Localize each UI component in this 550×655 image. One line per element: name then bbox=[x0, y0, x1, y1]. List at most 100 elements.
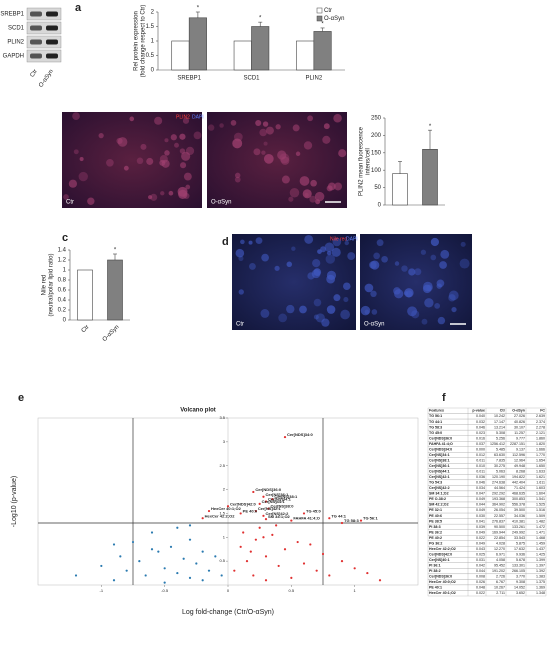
point bbox=[249, 550, 252, 553]
cell bbox=[179, 148, 186, 154]
table-cell: 0.037 bbox=[476, 442, 485, 446]
table-cell: 364.902 bbox=[492, 503, 505, 507]
y-tick-label: 0.8 bbox=[58, 278, 67, 284]
table-cell: 3.770 bbox=[516, 575, 525, 579]
point bbox=[283, 548, 287, 551]
x-tick-label: 0.5 bbox=[289, 588, 295, 593]
table-cell: 0.042 bbox=[476, 564, 485, 568]
point bbox=[271, 498, 274, 501]
protein-label: SREBP1 bbox=[0, 12, 24, 18]
cell bbox=[219, 123, 224, 128]
table-cell: 1.375 bbox=[536, 580, 545, 584]
cell bbox=[408, 268, 416, 276]
x-tick-label: PLIN2 bbox=[305, 76, 322, 82]
blot-band bbox=[46, 11, 58, 17]
table-cell: 1.666 bbox=[536, 447, 545, 451]
table-cell: 22.557 bbox=[494, 514, 505, 518]
point bbox=[74, 574, 78, 577]
blot-band bbox=[46, 39, 58, 45]
cell bbox=[261, 150, 266, 155]
cell bbox=[324, 242, 335, 252]
cell bbox=[240, 239, 245, 245]
panel-label: f bbox=[442, 392, 446, 404]
point bbox=[290, 576, 293, 579]
table-cell: Cer[NDS]42:0 bbox=[429, 552, 452, 556]
table-cell: 4.028 bbox=[496, 541, 505, 545]
cell bbox=[313, 314, 319, 320]
y-tick-label: 2 bbox=[151, 10, 155, 16]
y-tick-label: 1.2 bbox=[58, 258, 67, 264]
cell bbox=[404, 288, 414, 298]
table-cell: 1.516 bbox=[536, 508, 545, 512]
channel-label: Nile red bbox=[330, 236, 347, 242]
table-cell: PE 38:5 bbox=[429, 519, 442, 523]
cell bbox=[182, 117, 190, 124]
cell bbox=[309, 195, 317, 203]
y-axis-label: intens/cell bbox=[366, 148, 372, 175]
cell bbox=[185, 184, 191, 190]
point bbox=[254, 509, 257, 513]
point-label: Cer[NS]38:1 bbox=[274, 494, 298, 499]
y-tick-label: 2.5 bbox=[219, 463, 225, 468]
point bbox=[366, 571, 369, 575]
table-row bbox=[427, 479, 547, 486]
cell bbox=[274, 265, 280, 271]
cell bbox=[234, 172, 241, 179]
lane-label: Ctr bbox=[29, 69, 39, 79]
x-tick-label: 1 bbox=[354, 588, 357, 593]
y-axis-label: Rel protein expression bbox=[134, 11, 140, 71]
blot-band bbox=[46, 53, 58, 59]
table-cell: HexCer 42:2;O2 bbox=[429, 547, 456, 551]
point-label: TG 58:3 bbox=[344, 518, 359, 523]
bar bbox=[77, 269, 93, 321]
significance: * bbox=[429, 124, 432, 130]
cell bbox=[451, 306, 457, 313]
table-cell: 34.036 bbox=[514, 514, 525, 518]
table-cell: PE O-38:2 bbox=[429, 497, 446, 501]
table-cell: Cer[NS]36:1 bbox=[429, 464, 450, 468]
table-cell: PE 40:1 bbox=[429, 586, 442, 590]
point bbox=[328, 517, 331, 520]
legend-label: O-αSyn bbox=[324, 16, 344, 22]
point bbox=[163, 581, 166, 584]
table-cell: 133.301 bbox=[512, 564, 525, 568]
table-row bbox=[427, 540, 547, 547]
table-cell: O-αSyn bbox=[512, 409, 525, 413]
point bbox=[275, 524, 278, 527]
table-cell: p-value bbox=[472, 409, 485, 413]
cell bbox=[331, 247, 341, 257]
cell bbox=[407, 306, 418, 317]
point bbox=[239, 545, 242, 548]
cell bbox=[424, 298, 434, 308]
significance: * bbox=[259, 16, 262, 22]
y-axis-label: (fold change respect to Ctr) bbox=[141, 5, 147, 78]
point bbox=[309, 543, 312, 546]
table-cell: HexCer 40:0;O2 bbox=[429, 580, 456, 584]
y-tick-label: 0 bbox=[63, 318, 67, 324]
cell bbox=[207, 124, 215, 131]
table-cell: 1.633 bbox=[536, 470, 545, 474]
cell bbox=[338, 149, 347, 158]
y-tick-label: 150 bbox=[371, 150, 382, 156]
blot-strip bbox=[26, 7, 62, 21]
table-cell: 44.564 bbox=[494, 486, 505, 490]
point bbox=[242, 531, 245, 534]
point bbox=[296, 540, 299, 544]
point bbox=[277, 564, 280, 568]
bar bbox=[107, 259, 123, 321]
table-cell: 1.468 bbox=[536, 536, 545, 540]
cell bbox=[448, 290, 459, 301]
point bbox=[328, 574, 331, 577]
table-cell: Cer[NDS]36:0 bbox=[429, 575, 452, 579]
table-cell: 5.485 bbox=[496, 447, 505, 451]
cell bbox=[299, 176, 310, 186]
cell bbox=[333, 294, 341, 302]
cell bbox=[420, 249, 427, 255]
table-cell: SM 34:1;O2 bbox=[429, 492, 449, 496]
cell bbox=[123, 165, 129, 171]
cell bbox=[79, 157, 84, 162]
cell bbox=[262, 121, 269, 127]
point bbox=[163, 567, 166, 570]
protein-label: GAPDH bbox=[3, 54, 24, 60]
